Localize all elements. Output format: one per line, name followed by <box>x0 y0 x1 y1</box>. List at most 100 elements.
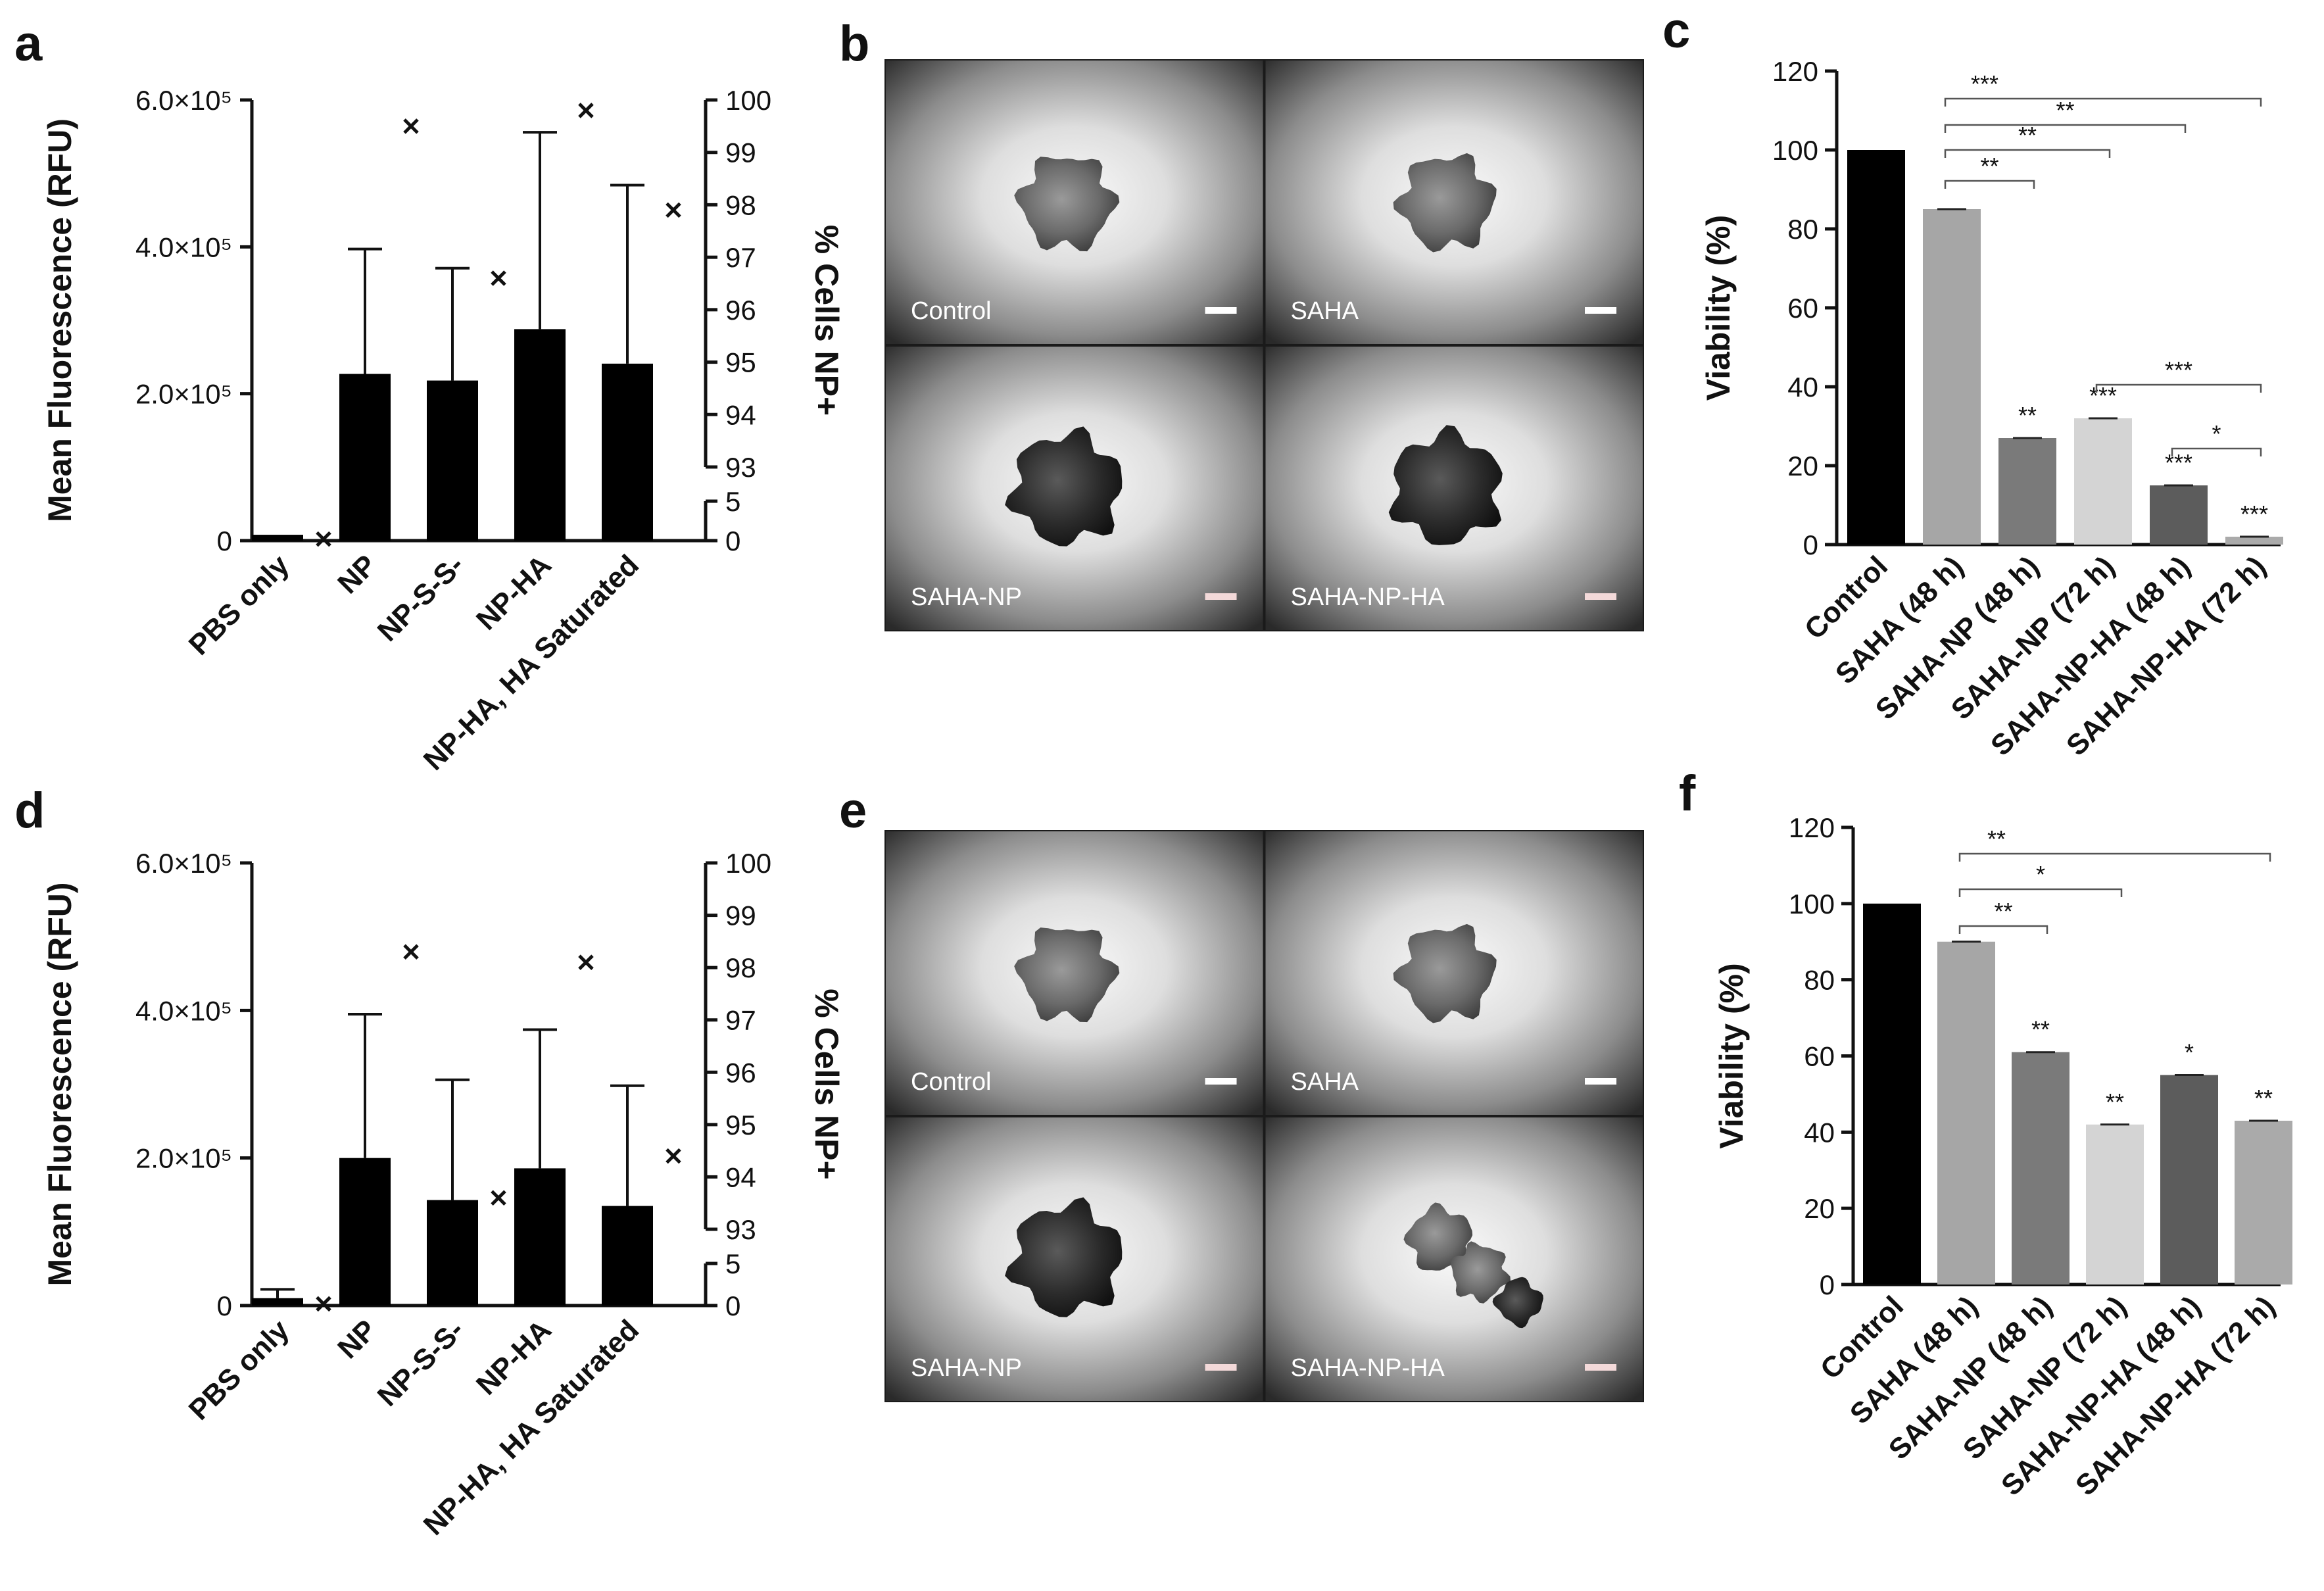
y2-tick-label: 99 <box>725 900 756 931</box>
bar <box>2074 418 2132 545</box>
micrograph-label: SAHA <box>1291 1068 1359 1096</box>
bracket-label: ** <box>1994 898 2012 925</box>
y-tick-label: 60 <box>1804 1041 1835 1072</box>
y-tick-label: 0 <box>1820 1269 1835 1300</box>
y-tick-label: 100 <box>1772 135 1818 166</box>
y2-tick-label: 96 <box>725 1057 756 1088</box>
percent-marker <box>578 103 594 118</box>
spheroid <box>1388 425 1503 545</box>
y2-tick-label: 98 <box>725 189 756 220</box>
scale-bar <box>1585 307 1616 314</box>
y-tick-label: 120 <box>1772 56 1818 87</box>
bar <box>2235 1120 2292 1285</box>
percent-marker <box>666 202 681 218</box>
percent-marker <box>403 944 419 960</box>
panel-letter-b: b <box>839 16 869 72</box>
x-category-label: NP-S-S- <box>372 1313 470 1412</box>
micrograph-label: SAHA-NP <box>911 1354 1022 1382</box>
x-category-label: NP <box>331 549 383 600</box>
significance-bracket <box>1958 888 2123 897</box>
bar-significance: ** <box>2106 1089 2124 1115</box>
micrograph-label: SAHA-NP-HA <box>1291 583 1445 611</box>
x-category-label: NP-HA <box>470 1313 558 1401</box>
spheroid <box>1005 1197 1123 1317</box>
bracket-label: *** <box>2165 356 2192 383</box>
bar-significance: * <box>2185 1039 2194 1065</box>
significance-bracket <box>1958 852 2271 862</box>
y2-tick-label: 100 <box>725 85 771 116</box>
y-tick-label: 60 <box>1787 293 1818 324</box>
percent-marker <box>578 954 594 970</box>
y2-tick-label: 98 <box>725 952 756 983</box>
y2-tick-label: 5 <box>725 1248 740 1279</box>
bar <box>252 535 303 541</box>
bar <box>2225 537 2283 545</box>
bar <box>2086 1124 2144 1285</box>
y-tick-label: 80 <box>1787 214 1818 245</box>
micrographs-b: Control SAHA SAHA-NP SAHA-NP-HA <box>884 59 1644 631</box>
significance-bracket <box>1944 149 2111 158</box>
y-tick-label: 20 <box>1787 451 1818 481</box>
y-tick-label: 0 <box>217 526 232 556</box>
chart-d: 0 2.0×10⁵ 4.0×10⁵ 6.0×10⁵ 93 94 95 96 97 98 99 100 0… <box>41 848 845 1542</box>
scale-bar <box>1585 1364 1616 1371</box>
micrograph-label: Control <box>911 297 992 325</box>
y2-tick-label: 95 <box>725 1110 756 1140</box>
panel-letter-d: d <box>14 783 45 839</box>
scale-bar <box>1205 307 1237 314</box>
y2-tick-label: 93 <box>725 452 756 483</box>
y2-tick-label: 100 <box>725 848 771 879</box>
bar <box>2012 1052 2070 1285</box>
percent-marker <box>491 270 506 286</box>
y2-tick-label: 96 <box>725 295 756 326</box>
bar <box>2150 485 2208 545</box>
bracket-label: *** <box>1971 70 1998 97</box>
significance-bracket <box>1944 97 2262 107</box>
y-tick-label: 40 <box>1787 372 1818 403</box>
bracket-label: ** <box>1980 153 1998 180</box>
y2-tick-label: 97 <box>725 1005 756 1036</box>
bar <box>1998 438 2056 545</box>
scale-bar <box>1205 1364 1237 1371</box>
bar-significance: ** <box>2018 402 2037 429</box>
y2-tick-label: 94 <box>725 1162 756 1192</box>
scale-bar <box>1205 1078 1237 1085</box>
y-tick-label: 6.0×10⁵ <box>135 85 232 116</box>
x-category-label: NP-S-S- <box>372 549 470 647</box>
significance-bracket <box>1944 124 2187 133</box>
y-tick-label: 6.0×10⁵ <box>135 848 232 879</box>
bar-significance: *** <box>2240 501 2268 527</box>
panel-letter-a: a <box>14 16 43 72</box>
bar-significance: *** <box>2089 382 2117 409</box>
scale-bar <box>1585 1078 1616 1085</box>
chart-a: 0 2.0×10⁵ 4.0×10⁵ 6.0×10⁵ 93 94 95 96 97 98 99 100 0… <box>41 85 845 777</box>
bar <box>602 363 653 541</box>
micrograph-label: SAHA <box>1291 297 1359 325</box>
spheroid <box>1393 923 1497 1023</box>
panel-letter-f: f <box>1679 766 1696 821</box>
spheroid <box>1393 153 1497 253</box>
y-tick-label: 4.0×10⁵ <box>135 232 232 262</box>
y-tick-label: 20 <box>1804 1193 1835 1224</box>
micrograph-label: SAHA-NP <box>911 583 1022 611</box>
spheroid <box>1014 927 1120 1023</box>
bar <box>252 1298 303 1306</box>
y-axis-label: Viability (%) <box>1700 215 1737 401</box>
significance-bracket <box>2095 383 2262 393</box>
y-tick-label: 4.0×10⁵ <box>135 995 232 1026</box>
spheroid <box>1492 1277 1543 1329</box>
bracket-label: * <box>2036 861 2045 888</box>
micrograph-label: Control <box>911 1068 992 1096</box>
x-category-label: PBS only <box>183 1313 296 1427</box>
significance-bracket <box>2171 447 2262 456</box>
y-tick-label: 80 <box>1804 965 1835 996</box>
y-tick-label: 0 <box>217 1290 232 1321</box>
x-category-label: NP-HA <box>470 549 558 636</box>
y2-tick-label: 95 <box>725 347 756 378</box>
micrographs-e: Control SAHA SAHA-NP SAHA-NP-HA <box>884 830 1644 1402</box>
bar <box>339 374 391 541</box>
y-axis-label: Viability (%) <box>1713 963 1750 1148</box>
y-tick-label: 100 <box>1789 889 1835 919</box>
